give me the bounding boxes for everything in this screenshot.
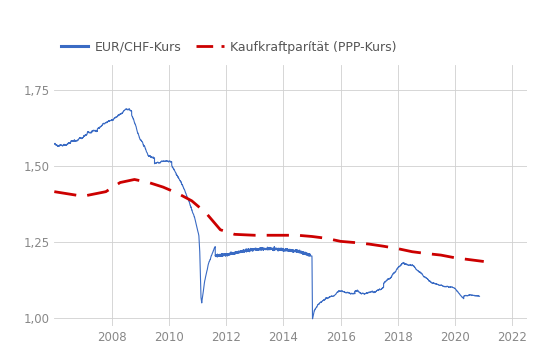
Legend: EUR/CHF-Kurs, Kaufkraftparítät (PPP-Kurs): EUR/CHF-Kurs, Kaufkraftparítät (PPP-Kurs… — [61, 41, 396, 54]
